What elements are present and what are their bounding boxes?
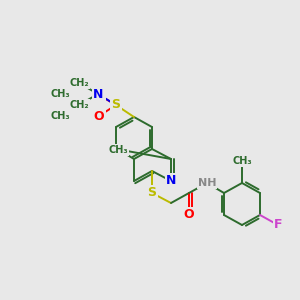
Text: S: S: [148, 187, 157, 200]
Text: CH₃: CH₃: [50, 111, 70, 121]
Text: O: O: [184, 208, 194, 221]
Text: N: N: [93, 88, 103, 100]
Text: F: F: [274, 218, 282, 232]
Text: CH₃: CH₃: [50, 89, 70, 99]
Text: O: O: [94, 110, 104, 122]
Text: NH: NH: [198, 178, 216, 188]
Text: CH₂: CH₂: [69, 78, 89, 88]
Text: S: S: [112, 98, 121, 112]
Text: N: N: [166, 175, 176, 188]
Text: CH₃: CH₃: [232, 156, 252, 166]
Text: CH₂: CH₂: [69, 100, 89, 110]
Text: O: O: [94, 88, 104, 101]
Text: CH₃: CH₃: [109, 145, 128, 154]
